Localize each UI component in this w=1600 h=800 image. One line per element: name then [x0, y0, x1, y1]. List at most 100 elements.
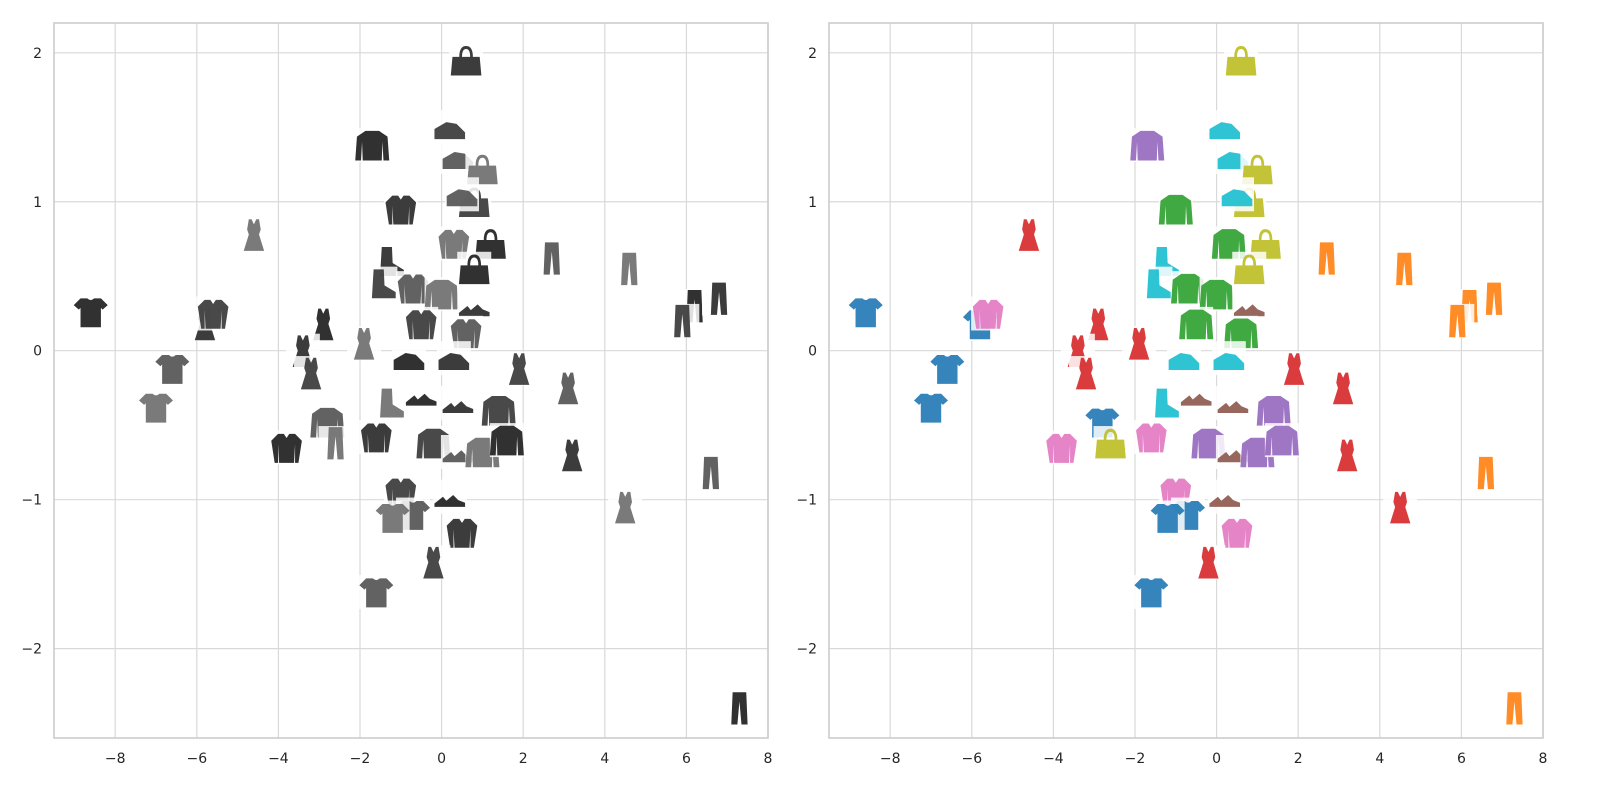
right-point-trouser-thumbnail	[1309, 241, 1344, 276]
left-point-sneaker-thumbnail	[445, 177, 479, 212]
left-x-tick-label: 2	[519, 751, 528, 767]
left-point-ankle-boot-thumbnail	[371, 385, 406, 420]
left-point-pullover-thumbnail	[355, 128, 390, 163]
right-x-tick-label: 2	[1294, 751, 1303, 767]
right-point-t-shirt-thumbnail	[1150, 500, 1185, 535]
right-point-dress-thumbnail	[1081, 306, 1116, 341]
left-point-dress-thumbnail	[416, 545, 451, 580]
left-y-tick-label: 2	[33, 46, 42, 62]
left-point-shirt-thumbnail	[359, 420, 394, 455]
left-x-tick-label: −2	[350, 751, 371, 767]
right-point-sneaker-thumbnail	[1220, 177, 1254, 212]
right-point-coat-thumbnail	[1199, 277, 1234, 312]
left-plot-frame	[53, 22, 769, 739]
right-y-tick-label: 2	[808, 46, 817, 62]
right-point-coat-thumbnail	[1171, 271, 1206, 306]
right-points-layer	[848, 43, 1532, 726]
left-point-pullover-thumbnail	[424, 277, 459, 312]
left-points-layer	[73, 43, 757, 726]
right-x-tick-label: −4	[1043, 751, 1064, 767]
right-point-t-shirt-thumbnail	[1134, 575, 1169, 610]
right-point-trouser-thumbnail	[1477, 281, 1512, 316]
left-y-tick-label: −1	[21, 493, 42, 509]
right-point-coat-thumbnail	[1158, 192, 1193, 227]
left-y-tick-label: 1	[33, 195, 42, 211]
left-y-tick-label: 0	[33, 344, 42, 360]
right-x-tick-label: 6	[1457, 751, 1466, 767]
right-point-sneaker-thumbnail	[1207, 110, 1242, 145]
right-x-tick-label: −8	[880, 751, 901, 767]
right-point-dress-thumbnail	[1069, 356, 1104, 391]
right-point-dress-thumbnail	[1326, 370, 1361, 405]
scatter-panel-colored: −8 −6 −4 −2 0 2 4 6 8 −2 −1 0 1 2	[796, 22, 1548, 767]
right-point-sandal-thumbnail	[1215, 385, 1250, 420]
right-point-pullover-thumbnail	[1264, 423, 1299, 458]
right-point-ankle-boot-thumbnail	[1146, 385, 1181, 420]
right-x-tick-label: −6	[961, 751, 982, 767]
right-point-pullover-thumbnail	[1130, 128, 1165, 163]
right-point-dress-thumbnail	[1383, 490, 1418, 525]
right-point-bag-thumbnail	[1224, 43, 1259, 78]
left-point-t-shirt-thumbnail	[73, 294, 108, 329]
right-y-tick-label: 1	[808, 195, 817, 211]
left-point-pullover-thumbnail	[481, 393, 516, 428]
left-point-dress-thumbnail	[502, 351, 537, 386]
right-point-coat-thumbnail	[1179, 306, 1214, 341]
left-point-sandal-thumbnail	[432, 479, 467, 514]
right-point-dress-thumbnail	[1191, 545, 1226, 580]
left-point-sandal-thumbnail	[404, 378, 439, 413]
right-x-tick-label: 8	[1539, 751, 1548, 767]
left-point-t-shirt-thumbnail	[359, 575, 394, 610]
right-point-trouser-thumbnail	[1387, 251, 1422, 286]
left-point-sneaker-thumbnail	[391, 341, 426, 376]
right-point-pullover-thumbnail	[1256, 393, 1291, 428]
right-point-trouser-thumbnail	[1468, 455, 1503, 490]
right-point-sandal-thumbnail	[1179, 378, 1214, 413]
left-point-t-shirt-thumbnail	[375, 500, 410, 535]
right-point-bag-thumbnail	[1232, 251, 1267, 286]
left-point-ankle-boot-thumbnail	[363, 266, 398, 301]
right-x-tick-label: 4	[1375, 751, 1384, 767]
left-point-trouser-thumbnail	[702, 281, 737, 316]
left-x-tick-label: 0	[437, 751, 446, 767]
left-point-trouser-thumbnail	[534, 241, 569, 276]
right-x-tick-label: 0	[1212, 751, 1221, 767]
right-plot-frame	[828, 22, 1544, 739]
right-point-trouser-thumbnail	[1497, 691, 1532, 726]
left-point-shirt-thumbnail	[404, 306, 439, 341]
left-point-dress-thumbnail	[236, 217, 271, 252]
left-point-trouser-thumbnail	[693, 455, 728, 490]
left-point-trouser-thumbnail	[665, 303, 700, 338]
left-point-t-shirt-thumbnail	[139, 390, 173, 425]
left-point-bag-thumbnail	[449, 43, 484, 78]
right-point-dress-thumbnail	[1330, 437, 1365, 472]
left-point-dress-thumbnail	[608, 490, 643, 525]
right-point-trouser-thumbnail	[1440, 303, 1475, 338]
left-point-dress-thumbnail	[294, 356, 329, 391]
left-point-trouser-thumbnail	[722, 691, 757, 726]
right-point-sandal-thumbnail	[1207, 479, 1242, 514]
right-point-t-shirt-thumbnail	[930, 351, 965, 386]
left-point-shirt-thumbnail	[196, 296, 231, 331]
scatter-panel-grayscale: −8 −6 −4 −2 0 2 4 6 8 −2 −1 0 1 2	[21, 22, 772, 767]
left-x-tick-label: −4	[268, 751, 289, 767]
left-point-t-shirt-thumbnail	[155, 351, 190, 386]
left-point-dress-thumbnail	[347, 326, 382, 361]
left-point-pullover-thumbnail	[489, 423, 524, 458]
right-point-t-shirt-thumbnail	[848, 294, 883, 329]
left-point-dress-thumbnail	[555, 437, 590, 472]
left-point-dress-thumbnail	[551, 370, 586, 405]
right-point-shirt-thumbnail	[1044, 430, 1079, 465]
left-point-trouser-thumbnail	[612, 251, 647, 286]
left-point-sneaker-thumbnail	[432, 110, 467, 145]
left-point-bag-thumbnail	[457, 251, 492, 286]
left-point-shirt-thumbnail	[269, 430, 304, 465]
left-x-tick-label: −6	[186, 751, 207, 767]
right-x-tick-label: −2	[1125, 751, 1146, 767]
right-point-dress-thumbnail	[1277, 351, 1312, 386]
right-point-shirt-thumbnail	[971, 296, 1006, 331]
right-point-t-shirt-thumbnail	[914, 390, 948, 425]
left-x-tick-label: 6	[682, 751, 691, 767]
right-point-sneaker-thumbnail	[1166, 341, 1201, 376]
